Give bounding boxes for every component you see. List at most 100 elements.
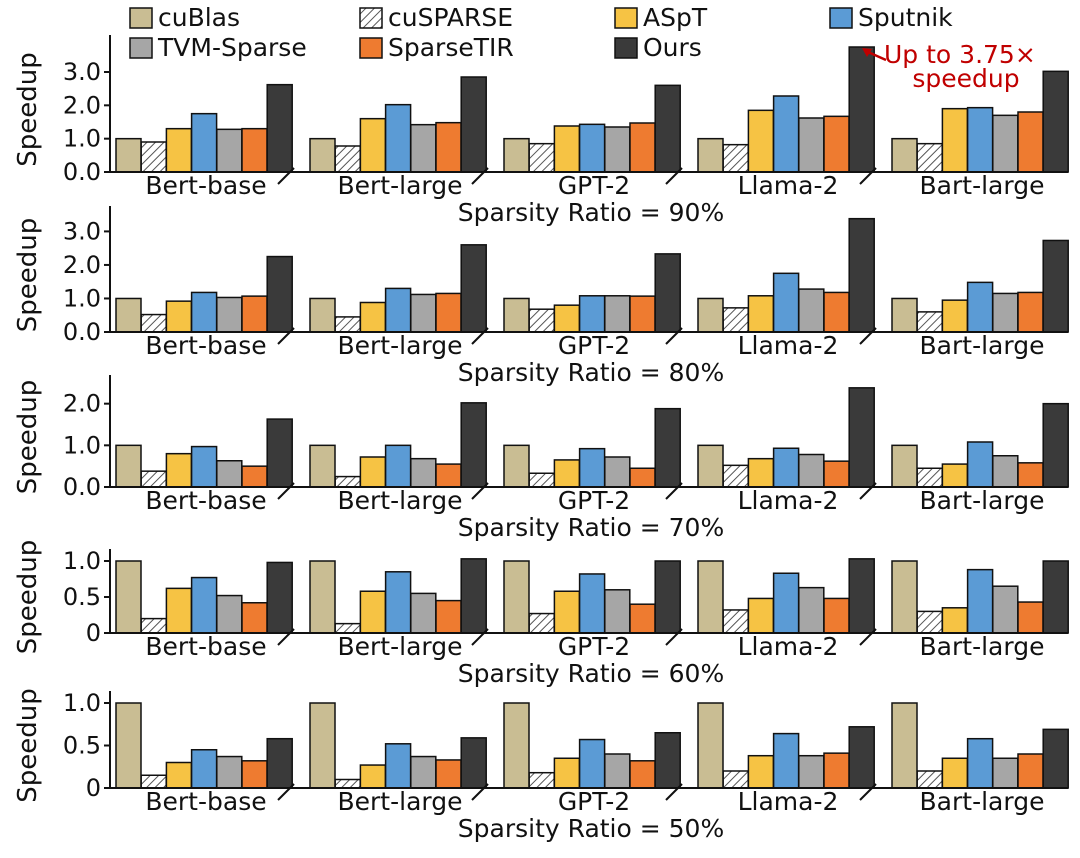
group-gpt-2: GPT-2 bbox=[503, 253, 681, 360]
bar-cublas bbox=[503, 137, 530, 173]
bar-cusparse bbox=[528, 771, 555, 789]
bar-cublas bbox=[309, 702, 336, 789]
bar-tvm-sparse bbox=[604, 456, 631, 488]
bar-sparsetir bbox=[435, 599, 462, 634]
panel-3: 0.0 1.0 2.0 Speedup Bert-base Bert-large GPT-2… bbox=[13, 375, 1069, 542]
bar-cublas bbox=[309, 560, 336, 634]
group-separator bbox=[471, 482, 489, 500]
bar-sputnik bbox=[578, 447, 606, 488]
y-tick-label: 1.0 bbox=[63, 547, 101, 575]
bar-ours bbox=[1042, 560, 1069, 634]
bar-tvm-sparse bbox=[410, 755, 437, 789]
bar-cublas bbox=[891, 137, 918, 173]
group-bart-large: Bart-large bbox=[891, 702, 1069, 816]
bar-sputnik bbox=[772, 447, 800, 488]
legend-label: ASpT bbox=[643, 3, 708, 32]
legend-item-cusparse: cuSPARSE bbox=[359, 3, 513, 32]
y-tick-label: 0.0 bbox=[63, 318, 101, 346]
category-label: Bert-base bbox=[145, 787, 266, 816]
bar-tvm-sparse bbox=[604, 589, 631, 634]
bar-cublas bbox=[309, 444, 336, 488]
bar-aspt bbox=[941, 463, 969, 488]
bar-cusparse bbox=[528, 472, 555, 488]
bar-sputnik bbox=[384, 103, 412, 173]
y-axis-label: Speedup bbox=[13, 540, 43, 655]
category-label: Bart-large bbox=[920, 632, 1045, 661]
legend: cuBlas cuSPARSE ASpT Sputnik TVM-Sparse Spars… bbox=[129, 3, 953, 62]
category-label: GPT-2 bbox=[558, 171, 630, 200]
bar-ours bbox=[266, 561, 293, 634]
bar-tvm-sparse bbox=[798, 754, 825, 789]
bar-sparsetir bbox=[435, 463, 462, 488]
bar-aspt bbox=[359, 301, 387, 333]
bar-sputnik bbox=[772, 732, 800, 789]
y-tick-label: 1.0 bbox=[63, 284, 101, 312]
bar-cusparse bbox=[916, 142, 943, 173]
legend-swatch bbox=[359, 37, 383, 59]
group-separator bbox=[277, 783, 295, 801]
group-llama-2: Llama-2 bbox=[697, 217, 875, 360]
annotation-line-2: speedup bbox=[912, 64, 1019, 93]
bar-sparsetir bbox=[823, 291, 850, 333]
bar-sputnik bbox=[966, 106, 994, 173]
bar-tvm-sparse bbox=[992, 114, 1019, 173]
group-bart-large: Bart-large bbox=[891, 239, 1069, 360]
group-separator bbox=[859, 482, 877, 500]
group-separator bbox=[665, 482, 683, 500]
bar-tvm-sparse bbox=[216, 594, 243, 634]
bar-sputnik bbox=[190, 291, 218, 333]
category-label: Bert-large bbox=[338, 787, 463, 816]
bar-sparsetir bbox=[435, 121, 462, 173]
bar-cublas bbox=[115, 297, 142, 333]
bar-tvm-sparse bbox=[798, 117, 825, 173]
legend-label: Ours bbox=[643, 33, 702, 62]
group-bert-large: Bert-large bbox=[309, 76, 487, 200]
category-label: Llama-2 bbox=[738, 632, 839, 661]
bar-cusparse bbox=[528, 308, 555, 333]
bar-tvm-sparse bbox=[410, 293, 437, 333]
bar-ours bbox=[848, 46, 875, 173]
bar-ours bbox=[460, 402, 487, 488]
bar-ours bbox=[460, 244, 487, 333]
bar-aspt bbox=[359, 456, 387, 488]
bar-ours bbox=[1042, 239, 1069, 333]
bar-aspt bbox=[747, 109, 775, 173]
y-tick-label: 0.5 bbox=[63, 732, 101, 760]
bar-sputnik bbox=[578, 123, 606, 173]
bar-sputnik bbox=[966, 568, 994, 634]
group-bert-large: Bert-large bbox=[309, 244, 487, 360]
panel-title: Sparsity Ratio = 50% bbox=[458, 814, 724, 843]
panel-title: Sparsity Ratio = 70% bbox=[458, 513, 724, 542]
bar-sputnik bbox=[966, 281, 994, 333]
group-separator bbox=[277, 628, 295, 646]
bar-aspt bbox=[165, 127, 193, 173]
bar-sparsetir bbox=[629, 295, 656, 333]
bar-sputnik bbox=[384, 287, 412, 333]
bar-tvm-sparse bbox=[604, 753, 631, 789]
bar-sparsetir bbox=[241, 127, 268, 173]
bar-ours bbox=[848, 387, 875, 488]
group-bart-large: Bart-large bbox=[891, 70, 1069, 200]
legend-swatch bbox=[359, 7, 383, 29]
y-axis-label: Speedup bbox=[13, 380, 43, 495]
bar-cusparse bbox=[140, 470, 167, 488]
group-separator bbox=[665, 327, 683, 345]
category-label: GPT-2 bbox=[558, 632, 630, 661]
bar-ours bbox=[266, 737, 293, 789]
group-separator bbox=[859, 327, 877, 345]
bar-aspt bbox=[747, 295, 775, 333]
bar-tvm-sparse bbox=[410, 457, 437, 488]
bar-aspt bbox=[941, 107, 969, 173]
legend-item-sputnik: Sputnik bbox=[829, 3, 953, 32]
bar-ours bbox=[266, 83, 293, 173]
bar-sputnik bbox=[772, 272, 800, 333]
bar-ours bbox=[460, 737, 487, 789]
panel-4: 0 0.5 1.0 Speedup Bert-base Bert-large GPT-2 Ll… bbox=[13, 540, 1069, 688]
bar-aspt bbox=[553, 459, 581, 488]
bar-aspt bbox=[747, 597, 775, 634]
group-bert-large: Bert-large bbox=[309, 702, 487, 816]
bar-sparsetir bbox=[823, 460, 850, 488]
bar-sputnik bbox=[190, 576, 218, 634]
group-separator bbox=[665, 628, 683, 646]
bar-sparsetir bbox=[1017, 462, 1044, 488]
